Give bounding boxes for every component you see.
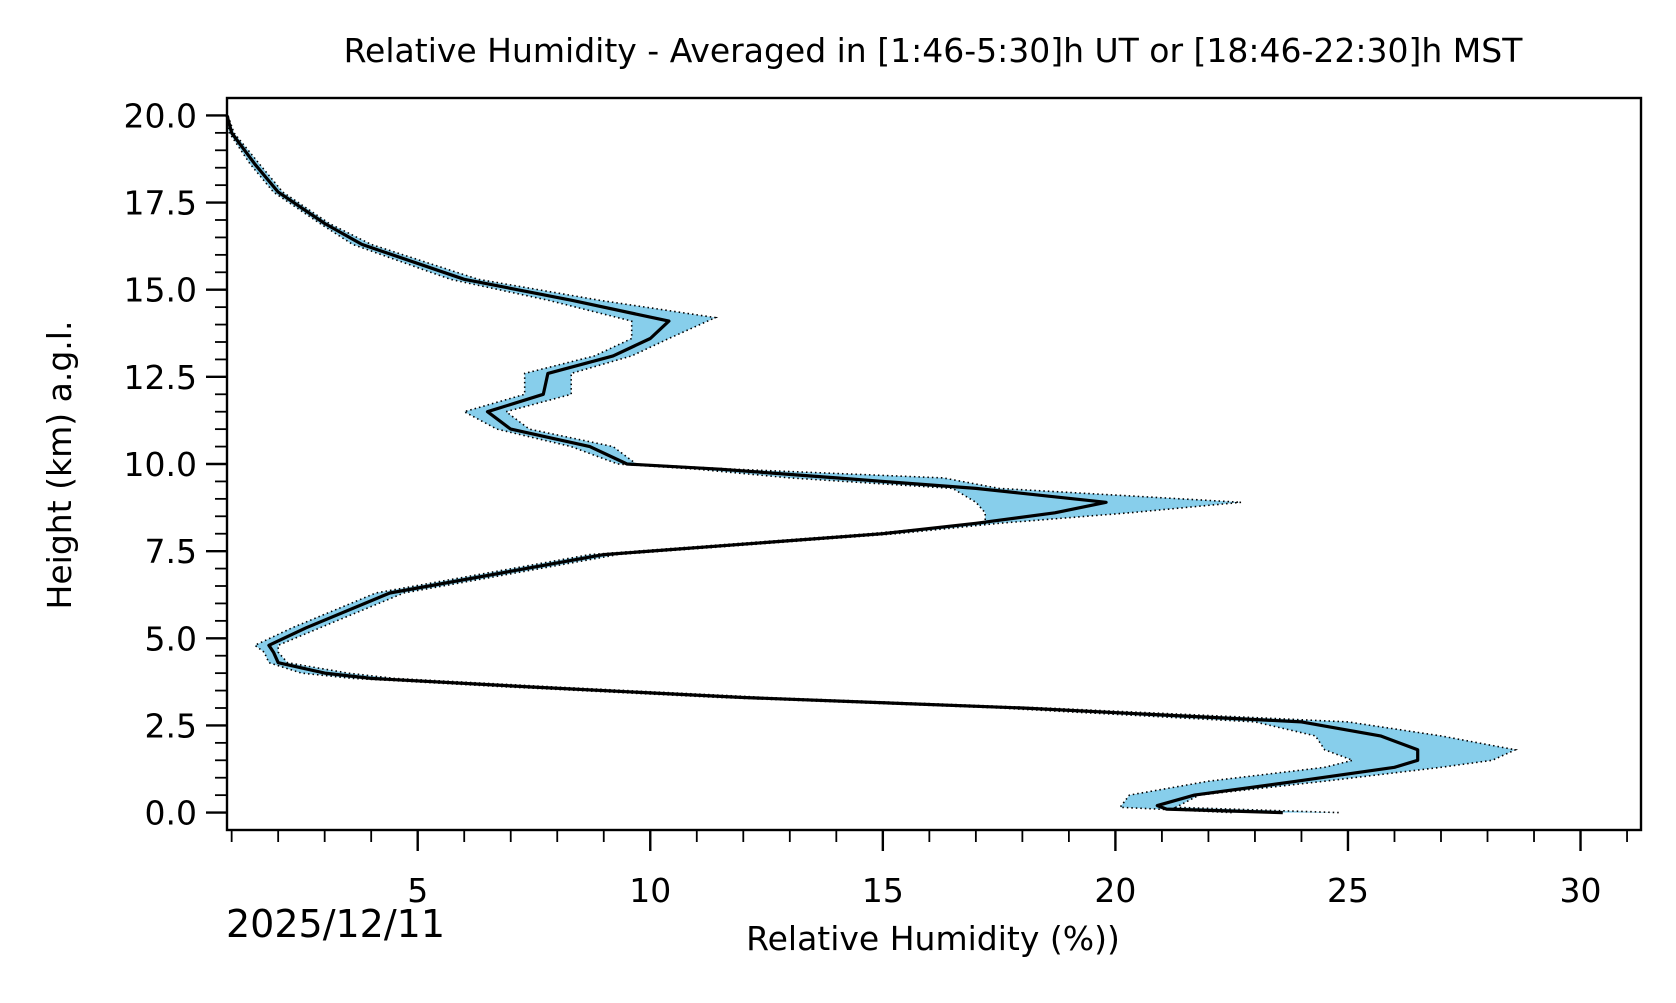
chart-title: Relative Humidity - Averaged in [1:46-5:… — [344, 31, 1524, 70]
x-axis-label: Relative Humidity (%)) — [746, 919, 1120, 958]
uncertainty-band — [226, 115, 1516, 813]
x-tick-label: 15 — [862, 871, 904, 910]
y-tick-label: 12.5 — [124, 358, 197, 397]
y-tick-label: 2.5 — [145, 706, 197, 745]
mean-profile-line — [225, 114, 1420, 815]
y-tick-label: 7.5 — [145, 532, 197, 571]
x-tick-label: 20 — [1094, 871, 1136, 910]
x-tick-label: 30 — [1560, 871, 1602, 910]
date-label: 2025/12/11 — [226, 902, 445, 946]
y-axis-label: Height (km) a.g.l. — [40, 321, 79, 610]
y-tick-label: 17.5 — [124, 184, 197, 223]
y-tick-label: 5.0 — [145, 619, 197, 658]
x-tick-label: 25 — [1327, 871, 1369, 910]
lower-bound-line — [225, 115, 1356, 814]
y-tick-label: 15.0 — [124, 271, 197, 310]
axes: 5 10 15 20 25 30 0.0 2.5 5.0 7.5 10.0 12.5 15.0 17.5 2… — [124, 96, 1643, 910]
y-tick-label: 0.0 — [145, 794, 197, 833]
x-tick-label: 5 — [407, 871, 428, 910]
y-tick-label: 10.0 — [124, 445, 197, 484]
plot-area — [225, 114, 1519, 815]
x-tick-label: 10 — [629, 871, 671, 910]
y-tick-label: 20.0 — [124, 96, 197, 135]
